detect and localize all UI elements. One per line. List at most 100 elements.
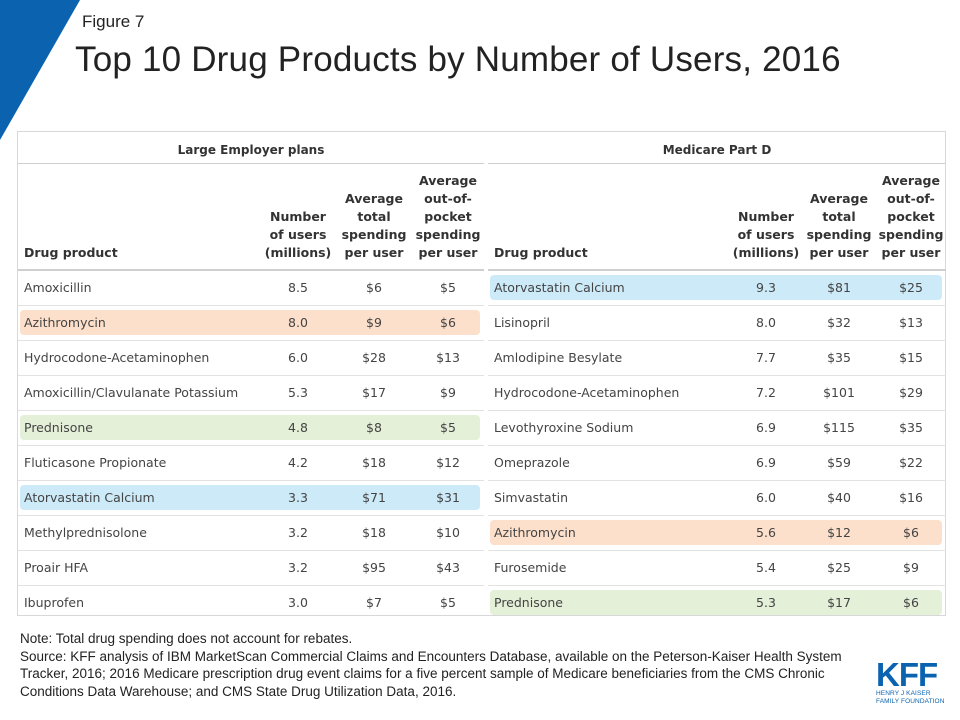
- header-text: Average total spending per user: [341, 191, 407, 260]
- cell-drug: Levothyroxine Sodium: [494, 420, 634, 435]
- cell-users: 6.9: [756, 455, 776, 470]
- cell-oop: $5: [440, 280, 456, 295]
- logo-mark: KFF: [876, 656, 938, 693]
- cell-oop: $6: [903, 525, 919, 540]
- cell-users: 3.2: [288, 525, 308, 540]
- table-row: Ibuprofen 3.0 $7 $5: [18, 586, 484, 621]
- row-highlight: [20, 485, 480, 510]
- cell-oop: $9: [903, 560, 919, 575]
- header-text: Average total spending per user: [806, 191, 872, 260]
- table-row: Hydrocodone-Acetaminophen 6.0 $28 $13: [18, 341, 484, 376]
- table-row: Amoxicillin 8.5 $6 $5: [18, 271, 484, 306]
- cell-drug: Prednisone: [24, 420, 93, 435]
- cell-users: 4.8: [288, 420, 308, 435]
- cell-drug: Atorvastatin Calcium: [494, 280, 625, 295]
- cell-oop: $12: [436, 455, 460, 470]
- cell-oop: $35: [899, 420, 923, 435]
- cell-users: 5.4: [756, 560, 776, 575]
- header-text: Average out-of-pocket spending per user: [878, 173, 944, 260]
- row-highlight: [20, 310, 480, 335]
- cell-oop: $6: [440, 315, 456, 330]
- cell-oop: $9: [440, 385, 456, 400]
- cell-total: $17: [827, 595, 851, 610]
- cell-total: $25: [827, 560, 851, 575]
- cell-users: 3.0: [288, 595, 308, 610]
- cell-total: $18: [362, 455, 386, 470]
- header-average-oop-spending: Average out-of-pocket spending per user: [414, 164, 482, 270]
- table-row: Levothyroxine Sodium 6.9 $115 $35: [488, 411, 946, 446]
- table-row: Fluticasone Propionate 4.2 $18 $12: [18, 446, 484, 481]
- cell-total: $7: [366, 595, 382, 610]
- header-number-of-users: Number of users (millions): [732, 164, 800, 270]
- row-highlight: [490, 590, 942, 615]
- cell-oop: $13: [436, 350, 460, 365]
- cell-drug: Omeprazole: [494, 455, 570, 470]
- header-text: Number of users (millions): [732, 209, 800, 260]
- cell-drug: Amoxicillin/Clavulanate Potassium: [24, 385, 239, 400]
- header-average-total-spending: Average total spending per user: [806, 164, 872, 270]
- table-row: Prednisone 4.8 $8 $5: [18, 411, 484, 446]
- row-highlight: [490, 275, 942, 300]
- header-text: Average out-of-pocket spending per user: [415, 173, 481, 260]
- cell-oop: $5: [440, 420, 456, 435]
- medicare-part-d-panel: Medicare Part D Drug product Number of use…: [488, 132, 946, 615]
- header-rule: [18, 269, 484, 271]
- cell-oop: $15: [899, 350, 923, 365]
- header-text: Number of users (millions): [264, 209, 332, 260]
- table-row: Omeprazole 6.9 $59 $22: [488, 446, 946, 481]
- table-row: Lisinopril 8.0 $32 $13: [488, 306, 946, 341]
- cell-users: 3.2: [288, 560, 308, 575]
- header-rule: [488, 269, 946, 271]
- table-row: Amlodipine Besylate 7.7 $35 $15: [488, 341, 946, 376]
- header-average-oop-spending: Average out-of-pocket spending per user: [878, 164, 944, 270]
- notes: Note: Total drug spending does not accou…: [20, 630, 860, 700]
- cell-users: 4.2: [288, 455, 308, 470]
- cell-total: $40: [827, 490, 851, 505]
- header-average-total-spending: Average total spending per user: [340, 164, 408, 270]
- cell-users: 6.0: [288, 350, 308, 365]
- row-highlight: [490, 520, 942, 545]
- table-row: Methylprednisolone 3.2 $18 $10: [18, 516, 484, 551]
- page-title: Top 10 Drug Products by Number of Users,…: [75, 40, 841, 79]
- cell-oop: $29: [899, 385, 923, 400]
- header-text: Drug product: [494, 245, 588, 260]
- cell-drug: Proair HFA: [24, 560, 89, 575]
- cell-total: $17: [362, 385, 386, 400]
- cell-total: $81: [827, 280, 851, 295]
- source-text: Source: KFF analysis of IBM MarketScan C…: [20, 648, 842, 699]
- cell-users: 5.3: [756, 595, 776, 610]
- cell-drug: Amlodipine Besylate: [494, 350, 623, 365]
- cell-total: $71: [362, 490, 386, 505]
- cell-drug: Fluticasone Propionate: [24, 455, 167, 470]
- cell-drug: Lisinopril: [494, 315, 551, 330]
- cell-users: 6.0: [756, 490, 776, 505]
- cell-total: $59: [827, 455, 851, 470]
- corner-accent: [0, 0, 80, 140]
- cell-drug: Atorvastatin Calcium: [24, 490, 155, 505]
- table-row: Simvastatin 6.0 $40 $16: [488, 481, 946, 516]
- cell-users: 8.0: [288, 315, 308, 330]
- cell-oop: $25: [899, 280, 923, 295]
- table-row: Azithromycin 5.6 $12 $6: [488, 516, 946, 551]
- cell-users: 7.2: [756, 385, 776, 400]
- header-number-of-users: Number of users (millions): [264, 164, 332, 270]
- cell-total: $35: [827, 350, 851, 365]
- cell-drug: Hydrocodone-Acetaminophen: [24, 350, 210, 365]
- cell-total: $6: [366, 280, 382, 295]
- cell-drug: Hydrocodone-Acetaminophen: [494, 385, 680, 400]
- cell-total: $115: [823, 420, 855, 435]
- cell-oop: $16: [899, 490, 923, 505]
- table-row: Furosemide 5.4 $25 $9: [488, 551, 946, 586]
- cell-oop: $10: [436, 525, 460, 540]
- cell-drug: Amoxicillin: [24, 280, 92, 295]
- cell-oop: $6: [903, 595, 919, 610]
- table-row: Proair HFA 3.2 $95 $43: [18, 551, 484, 586]
- cell-users: 5.3: [288, 385, 308, 400]
- cell-users: 6.9: [756, 420, 776, 435]
- kff-logo-icon: KFF HENRY J KAISER FAMILY FOUNDATION: [876, 656, 944, 708]
- cell-drug: Simvastatin: [494, 490, 569, 505]
- cell-total: $8: [366, 420, 382, 435]
- cell-drug: Prednisone: [494, 595, 563, 610]
- cell-total: $18: [362, 525, 386, 540]
- cell-total: $32: [827, 315, 851, 330]
